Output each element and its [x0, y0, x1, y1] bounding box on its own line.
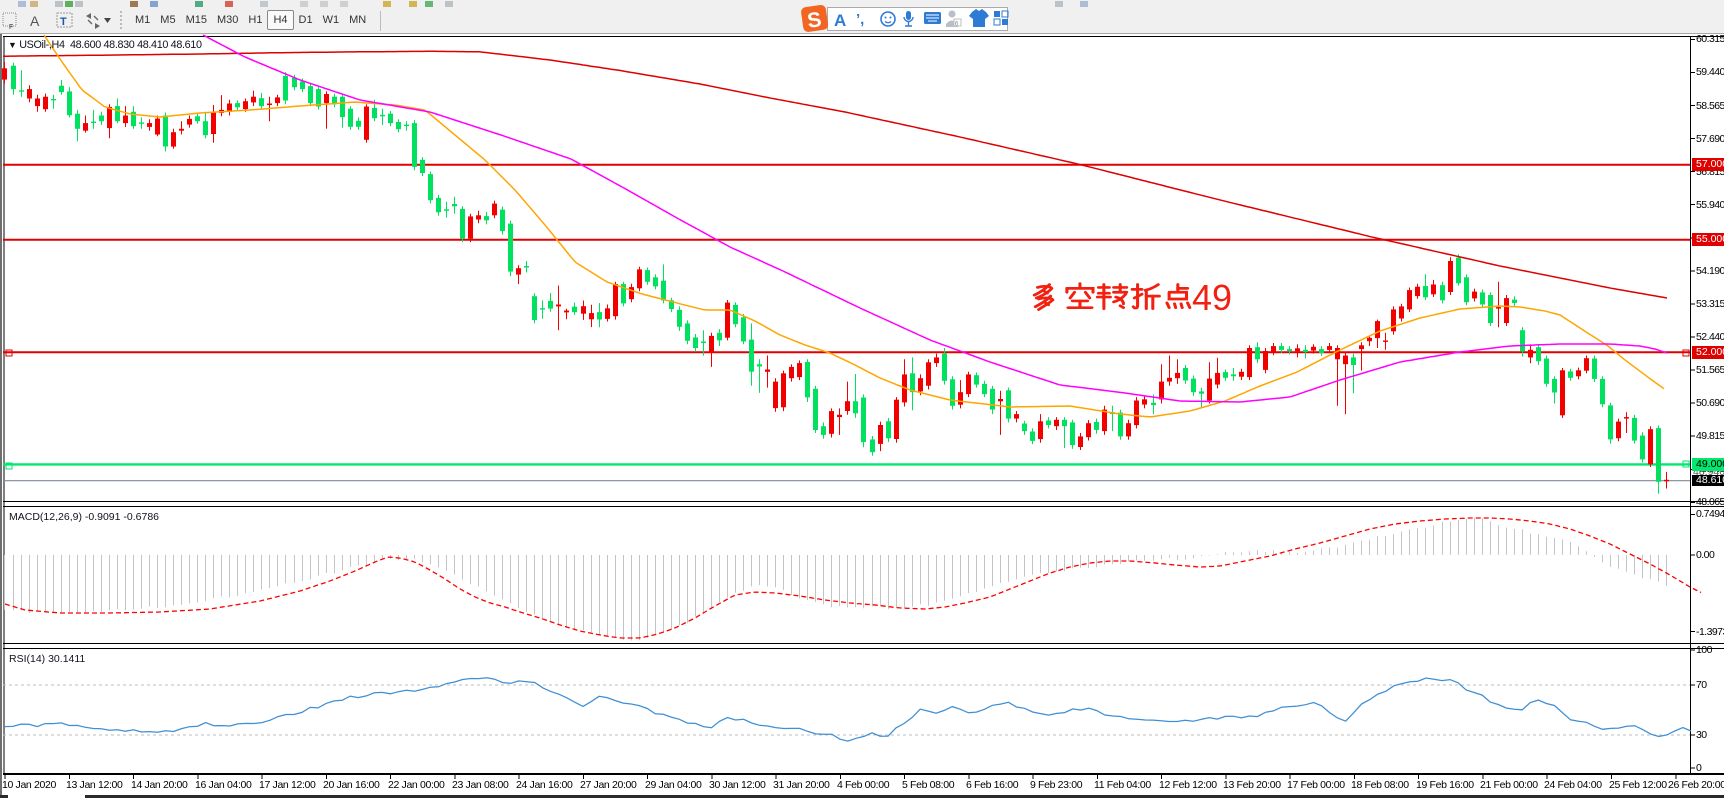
svg-text:S: S — [806, 8, 823, 32]
svg-text:A: A — [834, 11, 846, 30]
svg-text:F: F — [9, 24, 13, 31]
svg-text:6: 6 — [955, 22, 959, 28]
svg-text:A: A — [30, 13, 40, 29]
svg-text:’,: ’, — [856, 11, 864, 28]
svg-text:49: 49 — [1192, 277, 1232, 318]
svg-text:T: T — [60, 16, 67, 28]
